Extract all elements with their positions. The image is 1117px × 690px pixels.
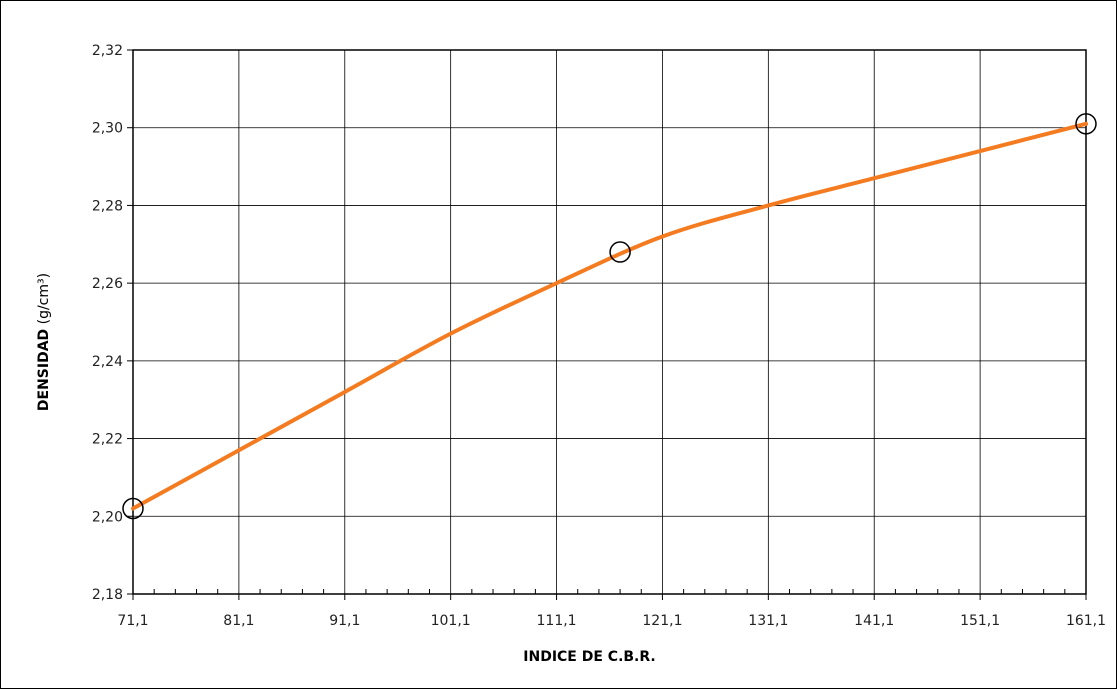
y-tick-labels: 2,18 2,20 2,22 2,24 2,26 2,28 2,30 2,32: [92, 43, 123, 603]
x-tick-label: 81,1: [223, 613, 254, 629]
data-point-markers: [122, 113, 1097, 520]
x-minor-ticks: [127, 49, 1087, 600]
x-tick-label: 91,1: [329, 613, 360, 629]
y-tick-label: 2,22: [92, 432, 123, 448]
x-tick-label: 101,1: [431, 613, 471, 629]
x-tick-label: 141,1: [854, 613, 894, 629]
data-point-marker: [609, 241, 631, 263]
y-axis-label-name: DENSIDAD: [36, 329, 52, 411]
y-tick-label: 2,24: [92, 354, 123, 370]
x-tick-label: 71,1: [117, 613, 148, 629]
y-tick-label: 2,26: [92, 276, 123, 292]
y-axis-label: DENSIDAD (g/cm³): [36, 273, 52, 411]
y-tick-label: 2,30: [92, 121, 123, 137]
y-tick-label: 2,32: [92, 43, 123, 59]
x-tick-label: 111,1: [537, 613, 577, 629]
y-axis-label-unit: (g/cm³): [36, 273, 52, 329]
data-point-marker: [122, 497, 144, 520]
y-tick-label: 2,28: [92, 198, 123, 214]
y-tick-label: 2,20: [92, 509, 123, 525]
plot-area: [132, 49, 1087, 595]
x-axis-label: INDICE DE C.B.R.: [523, 649, 655, 665]
y-tick-label: 2,18: [92, 587, 123, 603]
x-tick-label: 151,1: [960, 613, 1000, 629]
x-tick-label: 121,1: [642, 613, 682, 629]
x-tick-labels: 71,1 81,1 91,1 101,1 111,1 121,1 131,1 141,1 151…: [117, 613, 1106, 629]
x-tick-label: 131,1: [748, 613, 788, 629]
vertical-gridlines: [132, 50, 1087, 594]
horizontal-gridlines: [133, 49, 1086, 595]
series-line: [131, 121, 1088, 511]
x-tick-label: 161,1: [1066, 613, 1106, 629]
data-point-marker: [1075, 113, 1097, 135]
